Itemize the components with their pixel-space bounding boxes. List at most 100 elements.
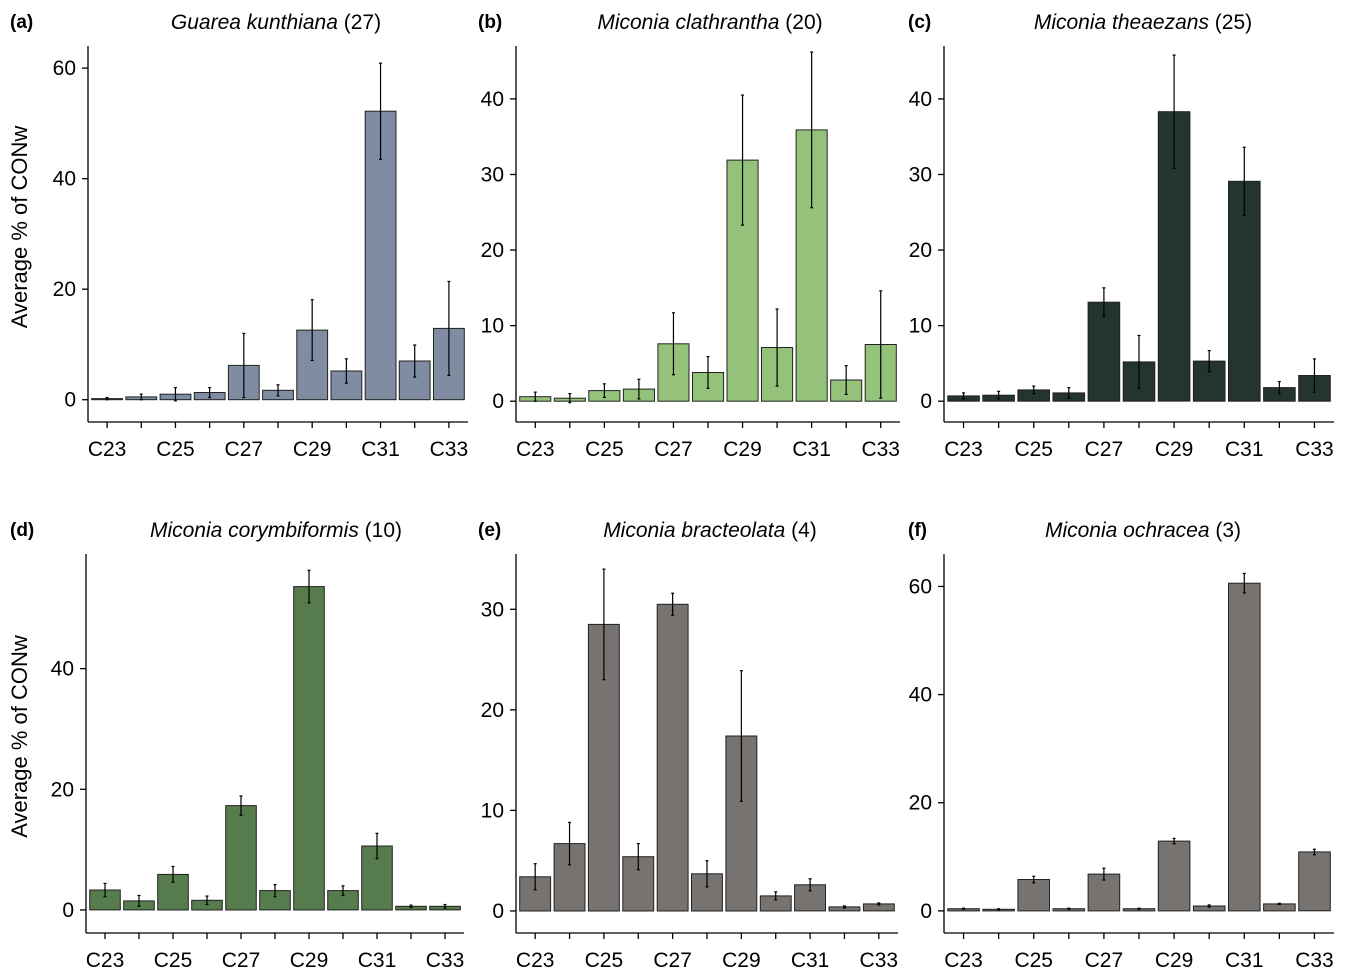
x-tick-label: C33 bbox=[430, 438, 469, 461]
x-tick-label: C29 bbox=[290, 949, 329, 970]
error-bar-C33 bbox=[877, 902, 881, 906]
error-bar-C32 bbox=[842, 905, 846, 909]
y-axis-label: Average % of CONw bbox=[7, 635, 32, 838]
panel-title: Miconia bracteolata (4) bbox=[603, 519, 817, 542]
x-tick-label: C31 bbox=[791, 949, 830, 970]
error-bar-C26 bbox=[208, 386, 212, 399]
panel-title-count: (3) bbox=[1210, 519, 1242, 542]
panel-title-species: Miconia ochracea bbox=[1045, 519, 1210, 542]
y-tick-label: 20 bbox=[53, 278, 76, 301]
chart-panel-c: (c) Miconia theaezans (25) 0 10 20 30 40 C23 C25… bbox=[908, 11, 1334, 461]
error-bar-C33 bbox=[1312, 358, 1316, 393]
y-tick-label: 0 bbox=[64, 389, 76, 412]
panel-letter: (e) bbox=[478, 520, 501, 541]
y-tick-label: 40 bbox=[909, 684, 932, 707]
y-tick-label: 10 bbox=[481, 799, 504, 822]
error-bar-C26 bbox=[205, 895, 209, 906]
bar-C25 bbox=[1017, 879, 1051, 912]
error-bar-C27 bbox=[1102, 867, 1106, 881]
x-tick-label: C29 bbox=[722, 949, 761, 970]
y-tick-label: 20 bbox=[909, 239, 932, 262]
error-bar-C23 bbox=[533, 863, 537, 891]
panel-letter: (f) bbox=[908, 520, 927, 541]
error-bar-C29 bbox=[739, 670, 743, 802]
y-tick-label: 30 bbox=[909, 163, 932, 186]
x-tick-label: C25 bbox=[585, 949, 624, 970]
x-tick-label: C31 bbox=[1225, 438, 1264, 461]
panel-title-count: (10) bbox=[359, 519, 402, 542]
bar-C29 bbox=[1157, 840, 1191, 912]
x-tick-label: C23 bbox=[516, 949, 555, 970]
x-tick-label: C29 bbox=[723, 438, 762, 461]
y-tick-label: 20 bbox=[481, 699, 504, 722]
error-bar-C29 bbox=[310, 299, 314, 362]
error-bar-C30 bbox=[1207, 904, 1211, 908]
x-tick-label: C29 bbox=[1155, 438, 1194, 461]
error-bar-C27 bbox=[242, 332, 246, 399]
error-bar-C30 bbox=[775, 308, 779, 387]
error-bar-C24 bbox=[568, 821, 572, 866]
bar-C27 bbox=[1087, 301, 1121, 402]
x-tick-label: C23 bbox=[86, 949, 125, 970]
error-bar-C28 bbox=[705, 860, 709, 888]
y-tick-label: 10 bbox=[909, 315, 932, 338]
error-bar-C25 bbox=[173, 386, 177, 402]
error-bar-C33 bbox=[879, 290, 883, 399]
y-tick-label: 0 bbox=[920, 390, 932, 413]
error-bar-C23 bbox=[533, 391, 537, 402]
chart-panel-b: (b) Miconia clathrantha (20) 0 10 20 30 40 C23 C… bbox=[478, 11, 900, 461]
chart-panel-a: (a) Guarea kunthiana (27) 0 20 40 60 C23 C25 C27… bbox=[7, 11, 468, 461]
y-tick-label: 40 bbox=[481, 88, 504, 111]
panel-title-species: Miconia bracteolata bbox=[603, 519, 785, 542]
error-bar-C28 bbox=[706, 356, 710, 389]
error-bar-C31 bbox=[808, 878, 812, 892]
error-bar-C23 bbox=[962, 392, 966, 400]
panel-title: Miconia clathrantha (20) bbox=[597, 11, 822, 34]
x-tick-label: C25 bbox=[154, 949, 193, 970]
error-bar-C24 bbox=[997, 908, 1001, 911]
error-bar-C26 bbox=[1067, 907, 1071, 910]
error-bar-C23 bbox=[103, 882, 107, 898]
y-tick-label: 20 bbox=[481, 239, 504, 262]
bar-C24 bbox=[553, 843, 586, 912]
panel-title: Miconia ochracea (3) bbox=[1045, 519, 1241, 542]
y-tick-label: 40 bbox=[909, 88, 932, 111]
panel-title-count: (25) bbox=[1209, 11, 1252, 34]
error-bar-C33 bbox=[1312, 848, 1316, 856]
error-bar-C29 bbox=[1172, 837, 1176, 845]
panel-title-species: Miconia theaezans bbox=[1034, 11, 1210, 34]
error-bar-C31 bbox=[375, 832, 379, 860]
y-tick-label: 60 bbox=[909, 575, 932, 598]
x-tick-label: C25 bbox=[1014, 438, 1053, 461]
error-bar-C27 bbox=[1102, 287, 1106, 318]
y-tick-label: 0 bbox=[62, 899, 74, 922]
error-bar-C31 bbox=[379, 62, 383, 160]
error-bar-C27 bbox=[671, 312, 675, 376]
x-tick-label: C27 bbox=[1085, 949, 1124, 970]
x-tick-label: C23 bbox=[88, 438, 127, 461]
x-tick-label: C23 bbox=[944, 438, 983, 461]
error-bar-C24 bbox=[997, 390, 1001, 400]
x-tick-label: C31 bbox=[358, 949, 397, 970]
x-tick-label: C27 bbox=[1085, 438, 1124, 461]
error-bar-C30 bbox=[341, 885, 345, 897]
error-bar-C32 bbox=[1277, 902, 1281, 906]
x-tick-label: C25 bbox=[1014, 949, 1053, 970]
y-tick-label: 10 bbox=[481, 315, 504, 338]
error-bar-C30 bbox=[774, 891, 778, 901]
x-tick-label: C27 bbox=[654, 438, 693, 461]
x-tick-label: C31 bbox=[361, 438, 400, 461]
error-bar-C28 bbox=[1137, 334, 1141, 389]
x-tick-label: C31 bbox=[792, 438, 831, 461]
error-bar-C31 bbox=[1242, 146, 1246, 216]
error-bar-C26 bbox=[636, 842, 640, 871]
error-bar-C30 bbox=[1207, 349, 1211, 373]
panel-title: Miconia theaezans (25) bbox=[1034, 11, 1252, 34]
panel-title-species: Miconia corymbiformis bbox=[150, 519, 359, 542]
x-tick-label: C27 bbox=[222, 949, 261, 970]
error-bar-C32 bbox=[1277, 380, 1281, 395]
x-tick-label: C27 bbox=[653, 949, 692, 970]
panel-title-species: Miconia clathrantha bbox=[597, 11, 779, 34]
y-tick-label: 40 bbox=[53, 168, 76, 191]
error-bar-C30 bbox=[344, 358, 348, 384]
